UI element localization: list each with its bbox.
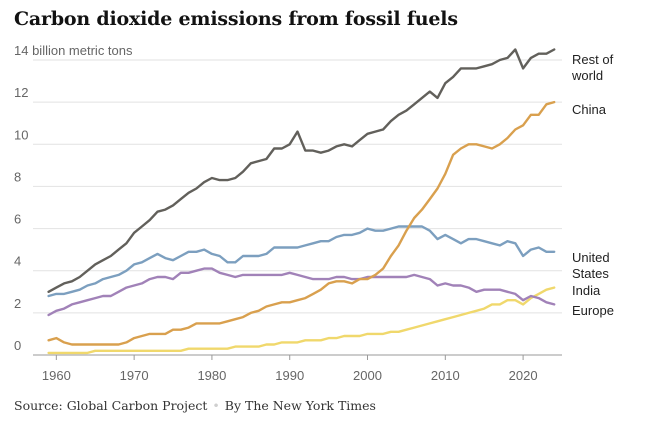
series-label-europe: Europe: [572, 303, 614, 318]
series-line-china: [47, 100, 556, 346]
x-axis: 1960 1970 1980 1990 2000 2010 2020: [33, 354, 562, 383]
series-line-india: [47, 286, 556, 355]
y-tick-label: 2: [14, 296, 21, 311]
byline-text: By The New York Times: [224, 398, 376, 413]
source-text: Source: Global Carbon Project: [14, 398, 208, 413]
x-tick-label: 1990: [275, 368, 304, 383]
series-label-united-states: United States: [572, 250, 610, 281]
separator-dot: •: [212, 398, 220, 413]
series-line-europe: [47, 267, 556, 317]
y-tick-label: 8: [14, 169, 21, 184]
x-tick-label: 1960: [42, 368, 71, 383]
series-label-china: China: [572, 102, 607, 117]
x-tick-label: 2010: [431, 368, 460, 383]
series-lines: [47, 48, 556, 355]
chart-title: Carbon dioxide emissions from fossil fue…: [14, 8, 458, 30]
x-tick-label: 1970: [120, 368, 149, 383]
series-line-rest-of-world: [47, 48, 556, 293]
y-tick-label: 14 billion metric tons: [14, 43, 133, 58]
y-tick-label: 10: [14, 127, 28, 142]
x-tick-label: 1980: [197, 368, 226, 383]
series-line-united-states: [47, 225, 556, 298]
series-label-rest-of-world: Rest of world: [571, 52, 614, 83]
y-tick-label: 4: [14, 254, 21, 269]
y-tick-label: 12: [14, 85, 28, 100]
y-axis-tick-labels: 0 2 4 6 8 10 12 14 billion metric tons: [14, 43, 133, 353]
source-line: Source: Global Carbon Project • By The New…: [14, 398, 376, 413]
x-tick-label: 2020: [509, 368, 538, 383]
y-tick-label: 0: [14, 338, 21, 353]
x-tick-label: 2000: [353, 368, 382, 383]
series-labels: Rest of world China United States India Europe: [571, 52, 614, 318]
y-tick-label: 6: [14, 212, 21, 227]
gridlines: [33, 59, 562, 314]
series-label-india: India: [572, 283, 601, 298]
